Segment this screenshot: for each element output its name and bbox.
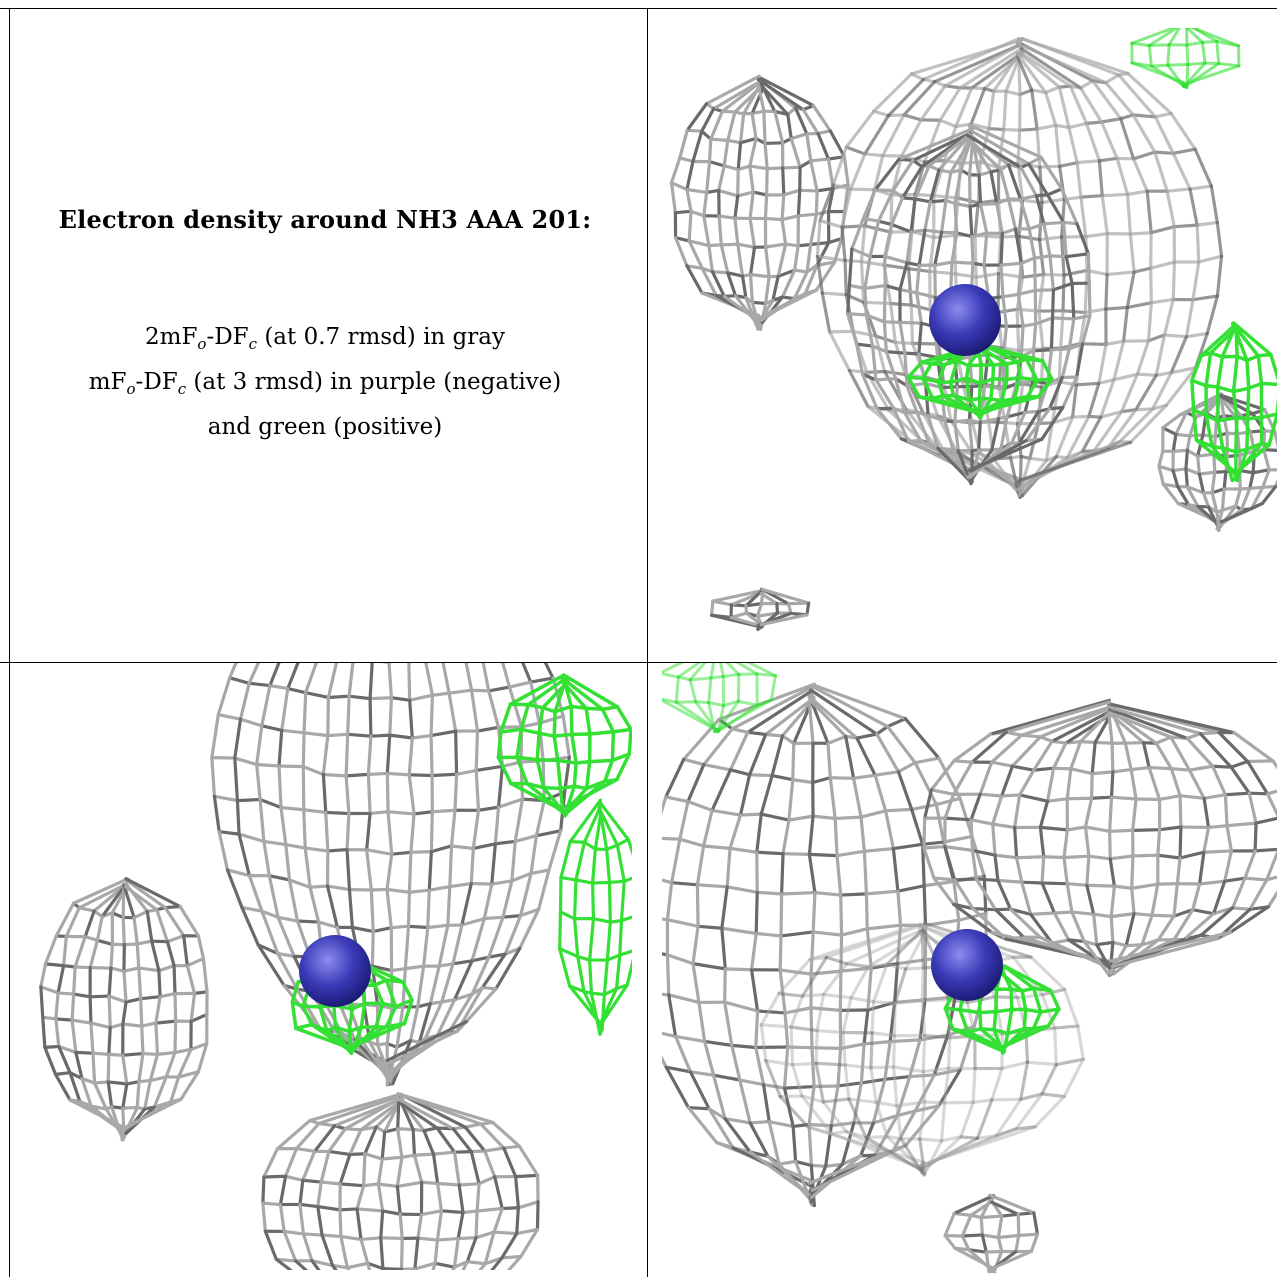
nh3-atom-sphere — [299, 935, 371, 1007]
density-mesh-green-top — [1130, 28, 1241, 89]
table-divider-horizontal — [0, 662, 1277, 663]
density-mesh-green-topleft — [662, 663, 777, 734]
density-mesh-left-blob — [669, 74, 850, 331]
table-divider-vertical — [647, 8, 648, 1277]
density-mesh-faded-base — [759, 921, 1085, 1177]
density-view-bottom-left — [10, 663, 632, 1270]
density-view-bottom-right — [662, 663, 1277, 1273]
caption-title: Electron density around NH3 AAA 201: — [58, 205, 592, 234]
density-mesh-fragment — [709, 587, 811, 631]
caption-cell: Electron density around NH3 AAA 201: 2mF… — [10, 0, 640, 652]
nh3-atom-sphere — [931, 929, 1003, 1001]
density-view-top-right — [660, 28, 1277, 633]
table-border-top — [0, 8, 1277, 9]
density-mesh-green-right — [558, 798, 632, 1036]
density-mesh-bottom-fragment — [943, 1193, 1040, 1273]
density-mesh-green-topright — [496, 673, 632, 818]
density-mesh-bottom-dome — [261, 1092, 540, 1270]
nh3-atom-sphere — [929, 284, 1001, 356]
density-mesh-right-body — [922, 698, 1277, 977]
legend-line-green: and green (positive) — [207, 414, 443, 440]
legend-line-fo-fc: mFo-DFc (at 3 rmsd) in purple (negative) — [88, 369, 562, 398]
table-border-left — [9, 8, 10, 1277]
caption-legend: 2mFo-DFc (at 0.7 rmsd) in gray mFo-DFc (… — [10, 318, 640, 446]
legend-line-2fo-fc: 2mFo-DFc (at 0.7 rmsd) in gray — [145, 324, 505, 353]
density-mesh-left-blob — [39, 877, 209, 1142]
